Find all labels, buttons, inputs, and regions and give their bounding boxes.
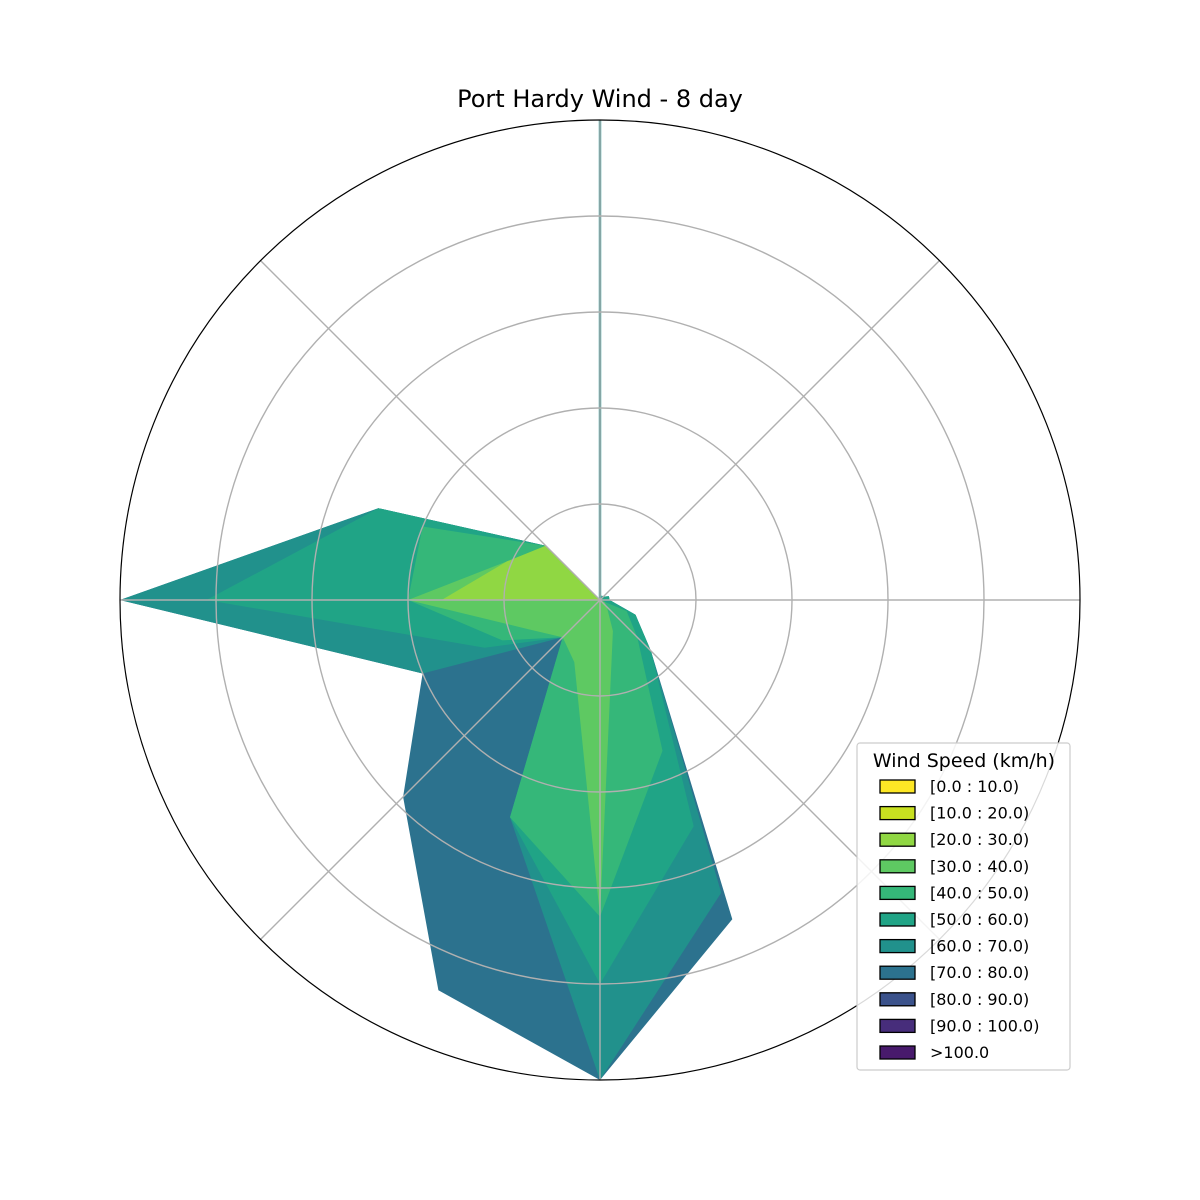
legend-label: [50.0 : 60.0) <box>930 910 1029 929</box>
polar-grid <box>120 120 1080 1080</box>
legend-swatch <box>879 779 916 794</box>
legend-item: [40.0 : 50.0) <box>879 883 1029 902</box>
legend-item: [70.0 : 80.0) <box>879 963 1029 982</box>
legend-label: [70.0 : 80.0) <box>930 963 1029 982</box>
legend-item: [60.0 : 70.0) <box>879 937 1029 956</box>
legend-label: >100.0 <box>930 1043 989 1062</box>
legend-swatch <box>879 1045 916 1060</box>
legend-swatch <box>879 992 916 1007</box>
legend-item: >100.0 <box>879 1043 989 1062</box>
legend-item: [80.0 : 90.0) <box>879 990 1029 1009</box>
legend-item: [90.0 : 100.0) <box>879 1016 1039 1035</box>
legend-item: [50.0 : 60.0) <box>879 910 1029 929</box>
legend-item: [10.0 : 20.0) <box>879 804 1029 823</box>
legend-swatch <box>879 805 916 821</box>
legend: Wind Speed (km/h) [0.0 : 10.0) [10.0 : 20… <box>856 742 1071 1071</box>
legend-item: [20.0 : 30.0) <box>879 830 1029 849</box>
legend-swatch <box>879 1018 916 1034</box>
legend-label: [40.0 : 50.0) <box>930 883 1029 902</box>
legend-swatch <box>879 859 916 874</box>
legend-swatch <box>879 965 916 980</box>
legend-label: [60.0 : 70.0) <box>930 937 1029 956</box>
polar-frame <box>119 119 1081 1081</box>
grid-spoke <box>260 599 601 940</box>
layer-20-0-30-0 <box>441 545 602 600</box>
legend-frame <box>856 742 1071 1071</box>
chart-title: Port Hardy Wind - 8 day <box>457 85 743 113</box>
legend-label: [90.0 : 100.0) <box>930 1016 1039 1035</box>
legend-items: [0.0 : 10.0) [10.0 : 20.0) [20.0 : 30.0) [3… <box>879 777 1039 1062</box>
legend-label: [30.0 : 40.0) <box>930 857 1029 876</box>
legend-swatch <box>879 832 916 847</box>
layer-30-0-40-0 <box>408 545 613 917</box>
legend-label: [10.0 : 20.0) <box>930 804 1029 823</box>
legend-title: Wind Speed (km/h) <box>873 750 1055 772</box>
legend-label: [0.0 : 10.0) <box>930 777 1019 796</box>
legend-item: [0.0 : 10.0) <box>879 777 1019 796</box>
legend-label: [20.0 : 30.0) <box>930 830 1029 849</box>
legend-swatch <box>879 938 916 954</box>
legend-swatch <box>879 885 916 901</box>
legend-swatch <box>879 912 916 927</box>
grid-spoke <box>599 260 940 601</box>
grid-spoke <box>260 260 601 601</box>
legend-item: [30.0 : 40.0) <box>879 857 1029 876</box>
legend-label: [80.0 : 90.0) <box>930 990 1029 1009</box>
